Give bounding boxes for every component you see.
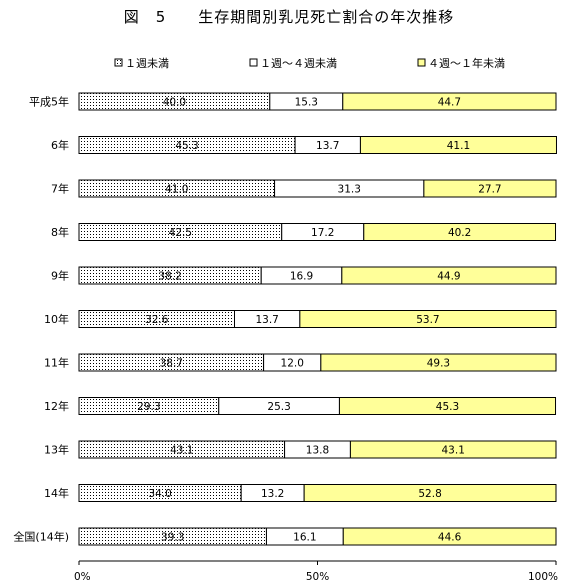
bar-row: 13年 43.1 13.8 43.1 <box>44 440 557 459</box>
bar-segment <box>303 484 557 502</box>
data-label: 43.1 <box>170 445 193 457</box>
category-label: 6年 <box>51 138 69 152</box>
chart-title: 図 5 生存期間別乳児死亡割合の年次推移 <box>123 8 455 26</box>
bar-segment <box>363 223 557 241</box>
legend-item: ４週～１年未満 <box>417 56 505 70</box>
legend-swatch <box>114 58 123 67</box>
x-tick-label: 100% <box>528 571 558 583</box>
legend-swatch <box>417 58 426 67</box>
bar-row: 10年 32.6 13.7 53.7 <box>44 310 557 328</box>
data-label: 15.3 <box>295 97 318 109</box>
bars-layer: 平成5年 40.0 15.3 44.7 6年 45.3 13.7 41.1 7年 41.0 31.3… <box>13 92 557 546</box>
data-label: 16.9 <box>290 271 313 283</box>
data-label: 41.0 <box>165 184 188 196</box>
chart-legend: １週未満 １週～４週未満 ４週～１年未満 <box>114 56 505 70</box>
category-label: 12年 <box>44 399 69 413</box>
bar-segment <box>338 397 557 415</box>
data-label: 43.1 <box>442 445 465 457</box>
category-label: 平成5年 <box>29 95 69 109</box>
data-label: 25.3 <box>267 401 290 413</box>
data-label: 49.3 <box>427 358 450 370</box>
data-label: 17.2 <box>311 227 334 239</box>
x-tick-label: 0% <box>74 571 91 583</box>
data-label: 13.2 <box>261 488 284 500</box>
legend-label: ４週～１年未満 <box>428 56 505 70</box>
data-label: 12.0 <box>281 358 304 370</box>
data-label: 44.6 <box>438 532 462 544</box>
bar-segment <box>359 136 557 154</box>
bar-segment <box>342 527 557 546</box>
data-label: 13.8 <box>306 445 329 457</box>
bar-row: 8年 42.5 17.2 40.2 <box>51 223 557 241</box>
bar-row: 6年 45.3 13.7 41.1 <box>51 136 557 154</box>
legend-swatch <box>249 58 258 67</box>
bar-row: 7年 41.0 31.3 27.7 <box>51 179 557 198</box>
category-label: 14年 <box>44 486 69 500</box>
category-label: 7年 <box>51 182 69 196</box>
data-label: 34.0 <box>148 488 171 500</box>
bar-segment <box>320 353 557 372</box>
bar-segment <box>423 179 557 198</box>
bar-segment <box>349 440 557 459</box>
bar-segment <box>299 310 557 328</box>
category-label: 8年 <box>51 225 69 239</box>
legend-label: １週未満 <box>125 57 169 70</box>
bar-row: 9年 38.2 16.9 44.9 <box>51 266 557 285</box>
data-label: 27.7 <box>478 184 501 196</box>
data-label: 32.6 <box>145 314 169 326</box>
bar-row: 11年 38.7 12.0 49.3 <box>44 353 557 372</box>
data-label: 44.9 <box>437 271 460 283</box>
bar-row: 全国(14年) 39.3 16.1 44.6 <box>13 527 557 546</box>
data-label: 45.3 <box>436 401 459 413</box>
legend-item: １週～４週未満 <box>249 57 337 70</box>
data-label: 16.1 <box>293 532 316 544</box>
data-label: 40.0 <box>163 97 186 109</box>
x-axis: 0% 50% 100% <box>74 560 558 583</box>
legend-item: １週未満 <box>114 57 169 70</box>
category-label: 10年 <box>44 312 69 326</box>
data-label: 39.3 <box>161 532 184 544</box>
category-label: 13年 <box>44 443 69 457</box>
data-label: 13.7 <box>316 140 339 152</box>
bar-segment <box>341 266 557 285</box>
data-label: 38.2 <box>158 271 181 283</box>
data-label: 53.7 <box>416 314 439 326</box>
data-label: 38.7 <box>160 358 183 370</box>
data-label: 45.3 <box>175 140 198 152</box>
data-label: 13.7 <box>255 314 278 326</box>
bar-segment <box>342 92 557 111</box>
category-label: 11年 <box>44 356 69 370</box>
x-tick-label: 50% <box>306 571 329 583</box>
data-label: 31.3 <box>338 184 361 196</box>
category-label: 全国(14年) <box>13 530 69 544</box>
bar-row: 12年 29.3 25.3 45.3 <box>44 397 557 415</box>
bar-row: 平成5年 40.0 15.3 44.7 <box>29 92 557 111</box>
data-label: 40.2 <box>448 227 471 239</box>
legend-label: １週～４週未満 <box>260 57 337 70</box>
data-label: 52.8 <box>418 488 441 500</box>
data-label: 29.3 <box>137 401 160 413</box>
data-label: 42.5 <box>169 227 192 239</box>
category-label: 9年 <box>51 269 69 283</box>
data-label: 41.1 <box>447 140 470 152</box>
bar-row: 14年 34.0 13.2 52.8 <box>44 484 557 502</box>
data-label: 44.7 <box>438 97 461 109</box>
